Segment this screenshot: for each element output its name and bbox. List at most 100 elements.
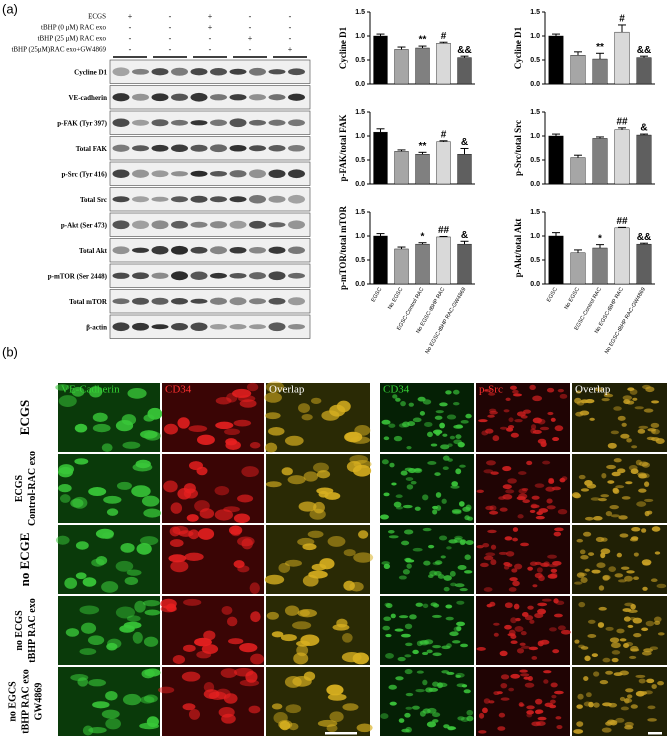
cell <box>434 415 443 420</box>
cell <box>422 494 429 501</box>
cell <box>524 682 535 688</box>
error-bar <box>418 151 427 155</box>
y-axis-title: p-Akt/total Akt <box>513 219 523 278</box>
blot-band <box>151 170 169 178</box>
cell <box>636 501 647 507</box>
cell <box>524 615 534 621</box>
cell <box>543 679 549 684</box>
cell <box>455 672 465 678</box>
cell <box>233 419 252 427</box>
cell <box>75 541 89 550</box>
cell <box>630 468 639 475</box>
cell <box>292 621 312 630</box>
cell <box>614 573 624 578</box>
cell <box>539 426 550 431</box>
blot-band <box>268 145 286 152</box>
blot-band <box>112 298 130 305</box>
y-tick-label: 1.0 <box>530 133 540 140</box>
blot-band <box>190 246 208 254</box>
error-bar <box>640 55 648 58</box>
cell <box>464 554 471 560</box>
cell <box>463 570 473 574</box>
cell <box>515 617 521 622</box>
cell <box>621 496 631 500</box>
cell <box>403 529 414 535</box>
blot-band <box>171 298 188 305</box>
bar <box>394 248 409 285</box>
cell <box>406 484 414 490</box>
bar <box>436 236 451 285</box>
cell <box>633 576 639 580</box>
cell <box>303 471 319 482</box>
blot-label: VE-cadherin <box>69 94 108 102</box>
blot-band <box>229 324 247 330</box>
cell <box>440 555 446 559</box>
cell <box>591 569 601 574</box>
y-tick-label: 0.5 <box>530 157 540 164</box>
blot-band <box>268 297 286 305</box>
cell <box>560 629 571 635</box>
cell <box>392 394 398 399</box>
cell <box>405 477 414 481</box>
treatment-label: ECGS <box>88 13 106 21</box>
cell <box>601 397 610 402</box>
blot-band <box>229 170 247 178</box>
cell <box>447 443 453 447</box>
cell <box>412 649 419 655</box>
cell <box>456 683 466 688</box>
blot-band <box>171 220 188 229</box>
cell <box>478 419 488 423</box>
cell <box>457 564 467 571</box>
blot-band <box>288 220 305 230</box>
blot-band <box>249 169 266 179</box>
cell <box>237 536 255 547</box>
cell <box>406 563 412 569</box>
cell <box>319 558 335 570</box>
y-tick-label: 0.0 <box>355 81 365 88</box>
cell <box>465 540 474 546</box>
cell <box>519 642 526 646</box>
cell <box>651 437 660 442</box>
cell <box>489 601 496 607</box>
cell <box>514 418 523 423</box>
cell <box>512 537 518 542</box>
cell <box>424 639 434 645</box>
blot-band <box>112 144 130 152</box>
blot-band <box>151 68 169 76</box>
cell <box>265 381 285 393</box>
cell <box>139 536 159 546</box>
cell <box>492 435 500 442</box>
cell <box>450 485 460 489</box>
cell <box>280 634 297 642</box>
cell <box>105 690 118 701</box>
cell <box>422 399 432 405</box>
cell <box>105 718 121 730</box>
cell <box>512 389 519 394</box>
cell <box>630 704 638 709</box>
cell <box>466 715 474 722</box>
cell <box>619 533 629 538</box>
cell <box>457 716 465 721</box>
cell <box>428 687 439 692</box>
cell <box>402 504 413 509</box>
cell <box>426 649 433 654</box>
blot-band <box>132 196 149 203</box>
cell <box>184 552 204 562</box>
treatment-sign: + <box>128 12 133 21</box>
cell <box>278 719 293 730</box>
cell <box>622 608 632 612</box>
cell <box>422 679 428 686</box>
cell <box>188 425 208 433</box>
cell <box>437 574 445 579</box>
significance: * <box>598 233 602 244</box>
cell <box>59 494 71 503</box>
cell <box>499 650 508 657</box>
cell <box>576 704 583 709</box>
cell <box>478 712 485 719</box>
blot-band <box>132 119 149 126</box>
cell <box>583 676 589 681</box>
bar <box>548 35 564 85</box>
cell <box>516 648 525 654</box>
cell <box>183 598 202 606</box>
cell <box>382 625 391 631</box>
